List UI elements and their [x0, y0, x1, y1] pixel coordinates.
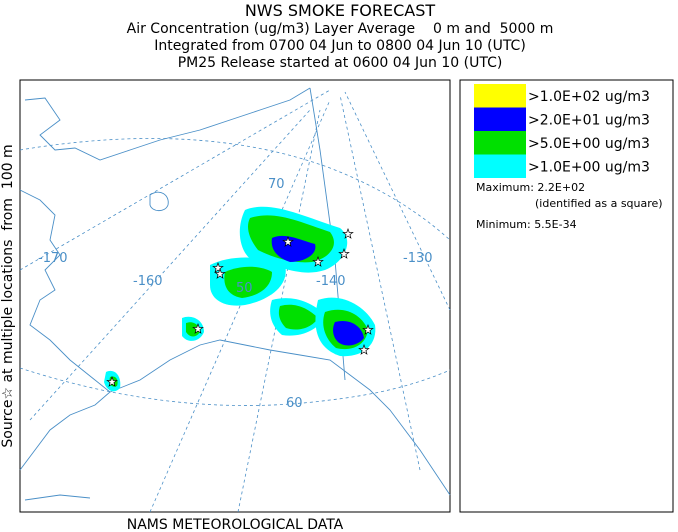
subtitle: Air Concentration (ug/m3) Layer Average … [127, 21, 554, 37]
maximum-note: (identified as a square) [535, 197, 663, 210]
minimum-value: 5.5E-34 [534, 218, 576, 231]
subtitle: PM25 Release started at 0600 04 Jun 10 (… [178, 55, 503, 71]
legend-swatch [474, 107, 526, 131]
legend-swatch [474, 84, 526, 108]
map-label: -160 [133, 274, 163, 289]
sources [106, 227, 374, 387]
side-label: Source☆ at multiple locations from 100 m [0, 144, 16, 447]
maximum-value: 2.2E+02 [537, 181, 585, 194]
map-label: -170 [38, 251, 68, 266]
map-label: -140 [316, 274, 346, 289]
minimum-label: Minimum: 5.5E-34 [476, 218, 577, 231]
map: -170 -160 50 -140 -130 70 60 [19, 79, 451, 513]
legend-label: >1.0E+02 ug/m3 [528, 89, 650, 105]
maximum-label: Maximum: 2.2E+02 [476, 181, 585, 194]
legend-label: >2.0E+01 ug/m3 [528, 112, 650, 128]
map-label: 50 [236, 281, 253, 296]
map-label: 60 [286, 396, 303, 411]
legend-swatch [474, 154, 526, 178]
legend-swatch [474, 131, 526, 155]
subtitle: Integrated from 0700 04 Jun to 0800 04 J… [154, 38, 526, 54]
legend-label: >1.0E+00 ug/m3 [528, 159, 650, 175]
map-label: -130 [403, 251, 433, 266]
legend: Maximum: 2.2E+02 (identified as a square… [459, 79, 674, 513]
map-label: 70 [268, 177, 285, 192]
title: NWS SMOKE FORECAST [245, 1, 436, 20]
footer: NAMS METEOROLOGICAL DATA [127, 517, 344, 532]
maximum-title: Maximum: [476, 181, 534, 194]
legend-label: >5.0E+00 ug/m3 [528, 136, 650, 152]
minimum-title: Minimum: [476, 218, 531, 231]
plumes [104, 206, 376, 392]
graticule [19, 89, 451, 513]
